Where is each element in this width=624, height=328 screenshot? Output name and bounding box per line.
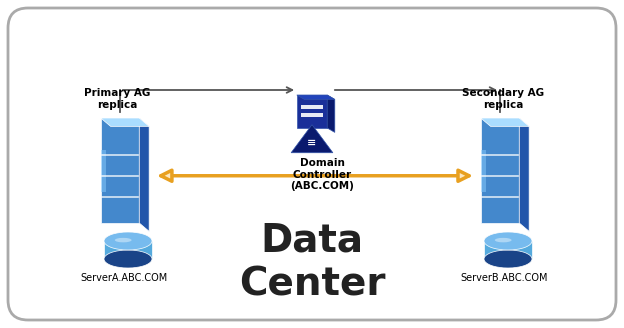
FancyBboxPatch shape bbox=[8, 8, 616, 320]
Polygon shape bbox=[301, 105, 323, 109]
Ellipse shape bbox=[115, 238, 132, 242]
Text: Secondary AG
replica: Secondary AG replica bbox=[462, 89, 544, 110]
Polygon shape bbox=[484, 241, 532, 259]
Polygon shape bbox=[480, 118, 519, 223]
Polygon shape bbox=[327, 95, 335, 133]
Text: ≡: ≡ bbox=[307, 138, 317, 148]
Polygon shape bbox=[100, 118, 139, 223]
Text: Domain
Controller
(ABC.COM): Domain Controller (ABC.COM) bbox=[290, 158, 354, 191]
Ellipse shape bbox=[104, 250, 152, 268]
Ellipse shape bbox=[484, 232, 532, 250]
Polygon shape bbox=[100, 118, 149, 126]
Polygon shape bbox=[480, 118, 529, 126]
Text: Primary AG
replica: Primary AG replica bbox=[84, 89, 150, 110]
Ellipse shape bbox=[484, 250, 532, 268]
Polygon shape bbox=[480, 150, 486, 192]
Polygon shape bbox=[100, 150, 106, 192]
Text: Data
Center: Data Center bbox=[239, 222, 385, 304]
Polygon shape bbox=[301, 113, 323, 117]
Polygon shape bbox=[297, 95, 327, 128]
Polygon shape bbox=[297, 95, 335, 99]
Text: ServerB.ABC.COM: ServerB.ABC.COM bbox=[461, 273, 548, 283]
Polygon shape bbox=[291, 125, 333, 153]
Polygon shape bbox=[519, 118, 529, 231]
Polygon shape bbox=[139, 118, 149, 231]
Text: ServerA.ABC.COM: ServerA.ABC.COM bbox=[80, 273, 168, 283]
Polygon shape bbox=[104, 241, 152, 259]
Ellipse shape bbox=[104, 232, 152, 250]
Ellipse shape bbox=[495, 238, 512, 242]
